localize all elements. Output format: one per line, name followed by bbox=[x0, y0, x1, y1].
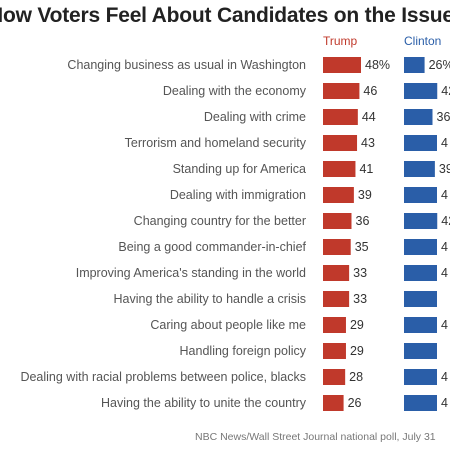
trump-value-label: 35 bbox=[355, 240, 369, 254]
trump-value-label: 26 bbox=[348, 396, 362, 410]
clinton-bar bbox=[404, 291, 437, 307]
trump-bar bbox=[323, 57, 361, 73]
clinton-bar bbox=[404, 317, 437, 333]
category-label: Dealing with crime bbox=[204, 110, 306, 124]
category-label: Dealing with racial problems between pol… bbox=[20, 370, 306, 384]
clinton-value-label: 39 bbox=[439, 162, 450, 176]
category-label: Dealing with the economy bbox=[163, 84, 307, 98]
trump-value-label: 39 bbox=[358, 188, 372, 202]
trump-bar bbox=[323, 291, 350, 307]
clinton-bar bbox=[404, 213, 438, 229]
trump-value-label: 29 bbox=[350, 344, 364, 358]
category-label: Improving America's standing in the worl… bbox=[76, 266, 306, 280]
trump-bar bbox=[323, 83, 360, 99]
clinton-value-label: 4 bbox=[441, 188, 448, 202]
clinton-value-label: 42 bbox=[441, 84, 450, 98]
clinton-bar bbox=[404, 343, 437, 359]
clinton-bar bbox=[404, 395, 437, 411]
clinton-bar bbox=[404, 187, 437, 203]
clinton-value-label: 4 bbox=[441, 370, 448, 384]
trump-bar bbox=[323, 343, 346, 359]
clinton-bar bbox=[404, 109, 433, 125]
clinton-bar bbox=[404, 57, 425, 73]
legend-clinton: Clinton bbox=[404, 34, 442, 48]
trump-bar bbox=[323, 317, 346, 333]
clinton-value-label: 4 bbox=[441, 240, 448, 254]
clinton-value-label: 4 bbox=[441, 396, 448, 410]
category-label: Being a good commander-in-chief bbox=[118, 240, 306, 254]
clinton-value-label: 4 bbox=[441, 136, 448, 150]
clinton-value-label: 4 bbox=[441, 266, 448, 280]
clinton-bar bbox=[404, 369, 437, 385]
trump-bar bbox=[323, 265, 350, 281]
trump-value-label: 44 bbox=[362, 110, 376, 124]
trump-bar bbox=[323, 369, 346, 385]
trump-value-label: 43 bbox=[361, 136, 375, 150]
chart-title: How Voters Feel About Candidates on the … bbox=[0, 4, 450, 27]
trump-value-label: 46 bbox=[363, 84, 377, 98]
trump-bar bbox=[323, 239, 351, 255]
clinton-bar bbox=[404, 161, 435, 177]
trump-bar bbox=[323, 109, 358, 125]
category-label: Handling foreign policy bbox=[180, 344, 307, 358]
clinton-value-label: 26% bbox=[429, 58, 450, 72]
clinton-value-label: 42 bbox=[441, 214, 450, 228]
category-label: Changing country for the better bbox=[134, 214, 306, 228]
clinton-value-label: 4 bbox=[441, 318, 448, 332]
trump-bar bbox=[323, 213, 352, 229]
category-label: Having the ability to unite the country bbox=[101, 396, 307, 410]
trump-value-label: 33 bbox=[353, 266, 367, 280]
trump-value-label: 28 bbox=[349, 370, 363, 384]
trump-value-label: 29 bbox=[350, 318, 364, 332]
trump-value-label: 48% bbox=[365, 58, 390, 72]
trump-bar bbox=[323, 161, 356, 177]
category-label: Caring about people like me bbox=[150, 318, 306, 332]
clinton-value-label: 36 bbox=[437, 110, 450, 124]
trump-value-label: 36 bbox=[356, 214, 370, 228]
trump-bar bbox=[323, 135, 358, 151]
clinton-bar bbox=[404, 83, 438, 99]
clinton-bar bbox=[404, 265, 437, 281]
trump-value-label: 33 bbox=[353, 292, 367, 306]
source-note: NBC News/Wall Street Journal national po… bbox=[195, 431, 436, 443]
category-label: Changing business as usual in Washington bbox=[67, 58, 306, 72]
clinton-bar bbox=[404, 135, 437, 151]
trump-bar bbox=[323, 395, 344, 411]
clinton-bar bbox=[404, 239, 437, 255]
category-label: Dealing with immigration bbox=[170, 188, 306, 202]
category-label: Terrorism and homeland security bbox=[125, 136, 307, 150]
legend-trump: Trump bbox=[323, 34, 358, 48]
trump-bar bbox=[323, 187, 354, 203]
category-label: Having the ability to handle a crisis bbox=[114, 292, 306, 306]
category-label: Standing up for America bbox=[173, 162, 306, 176]
trump-value-label: 41 bbox=[359, 162, 373, 176]
